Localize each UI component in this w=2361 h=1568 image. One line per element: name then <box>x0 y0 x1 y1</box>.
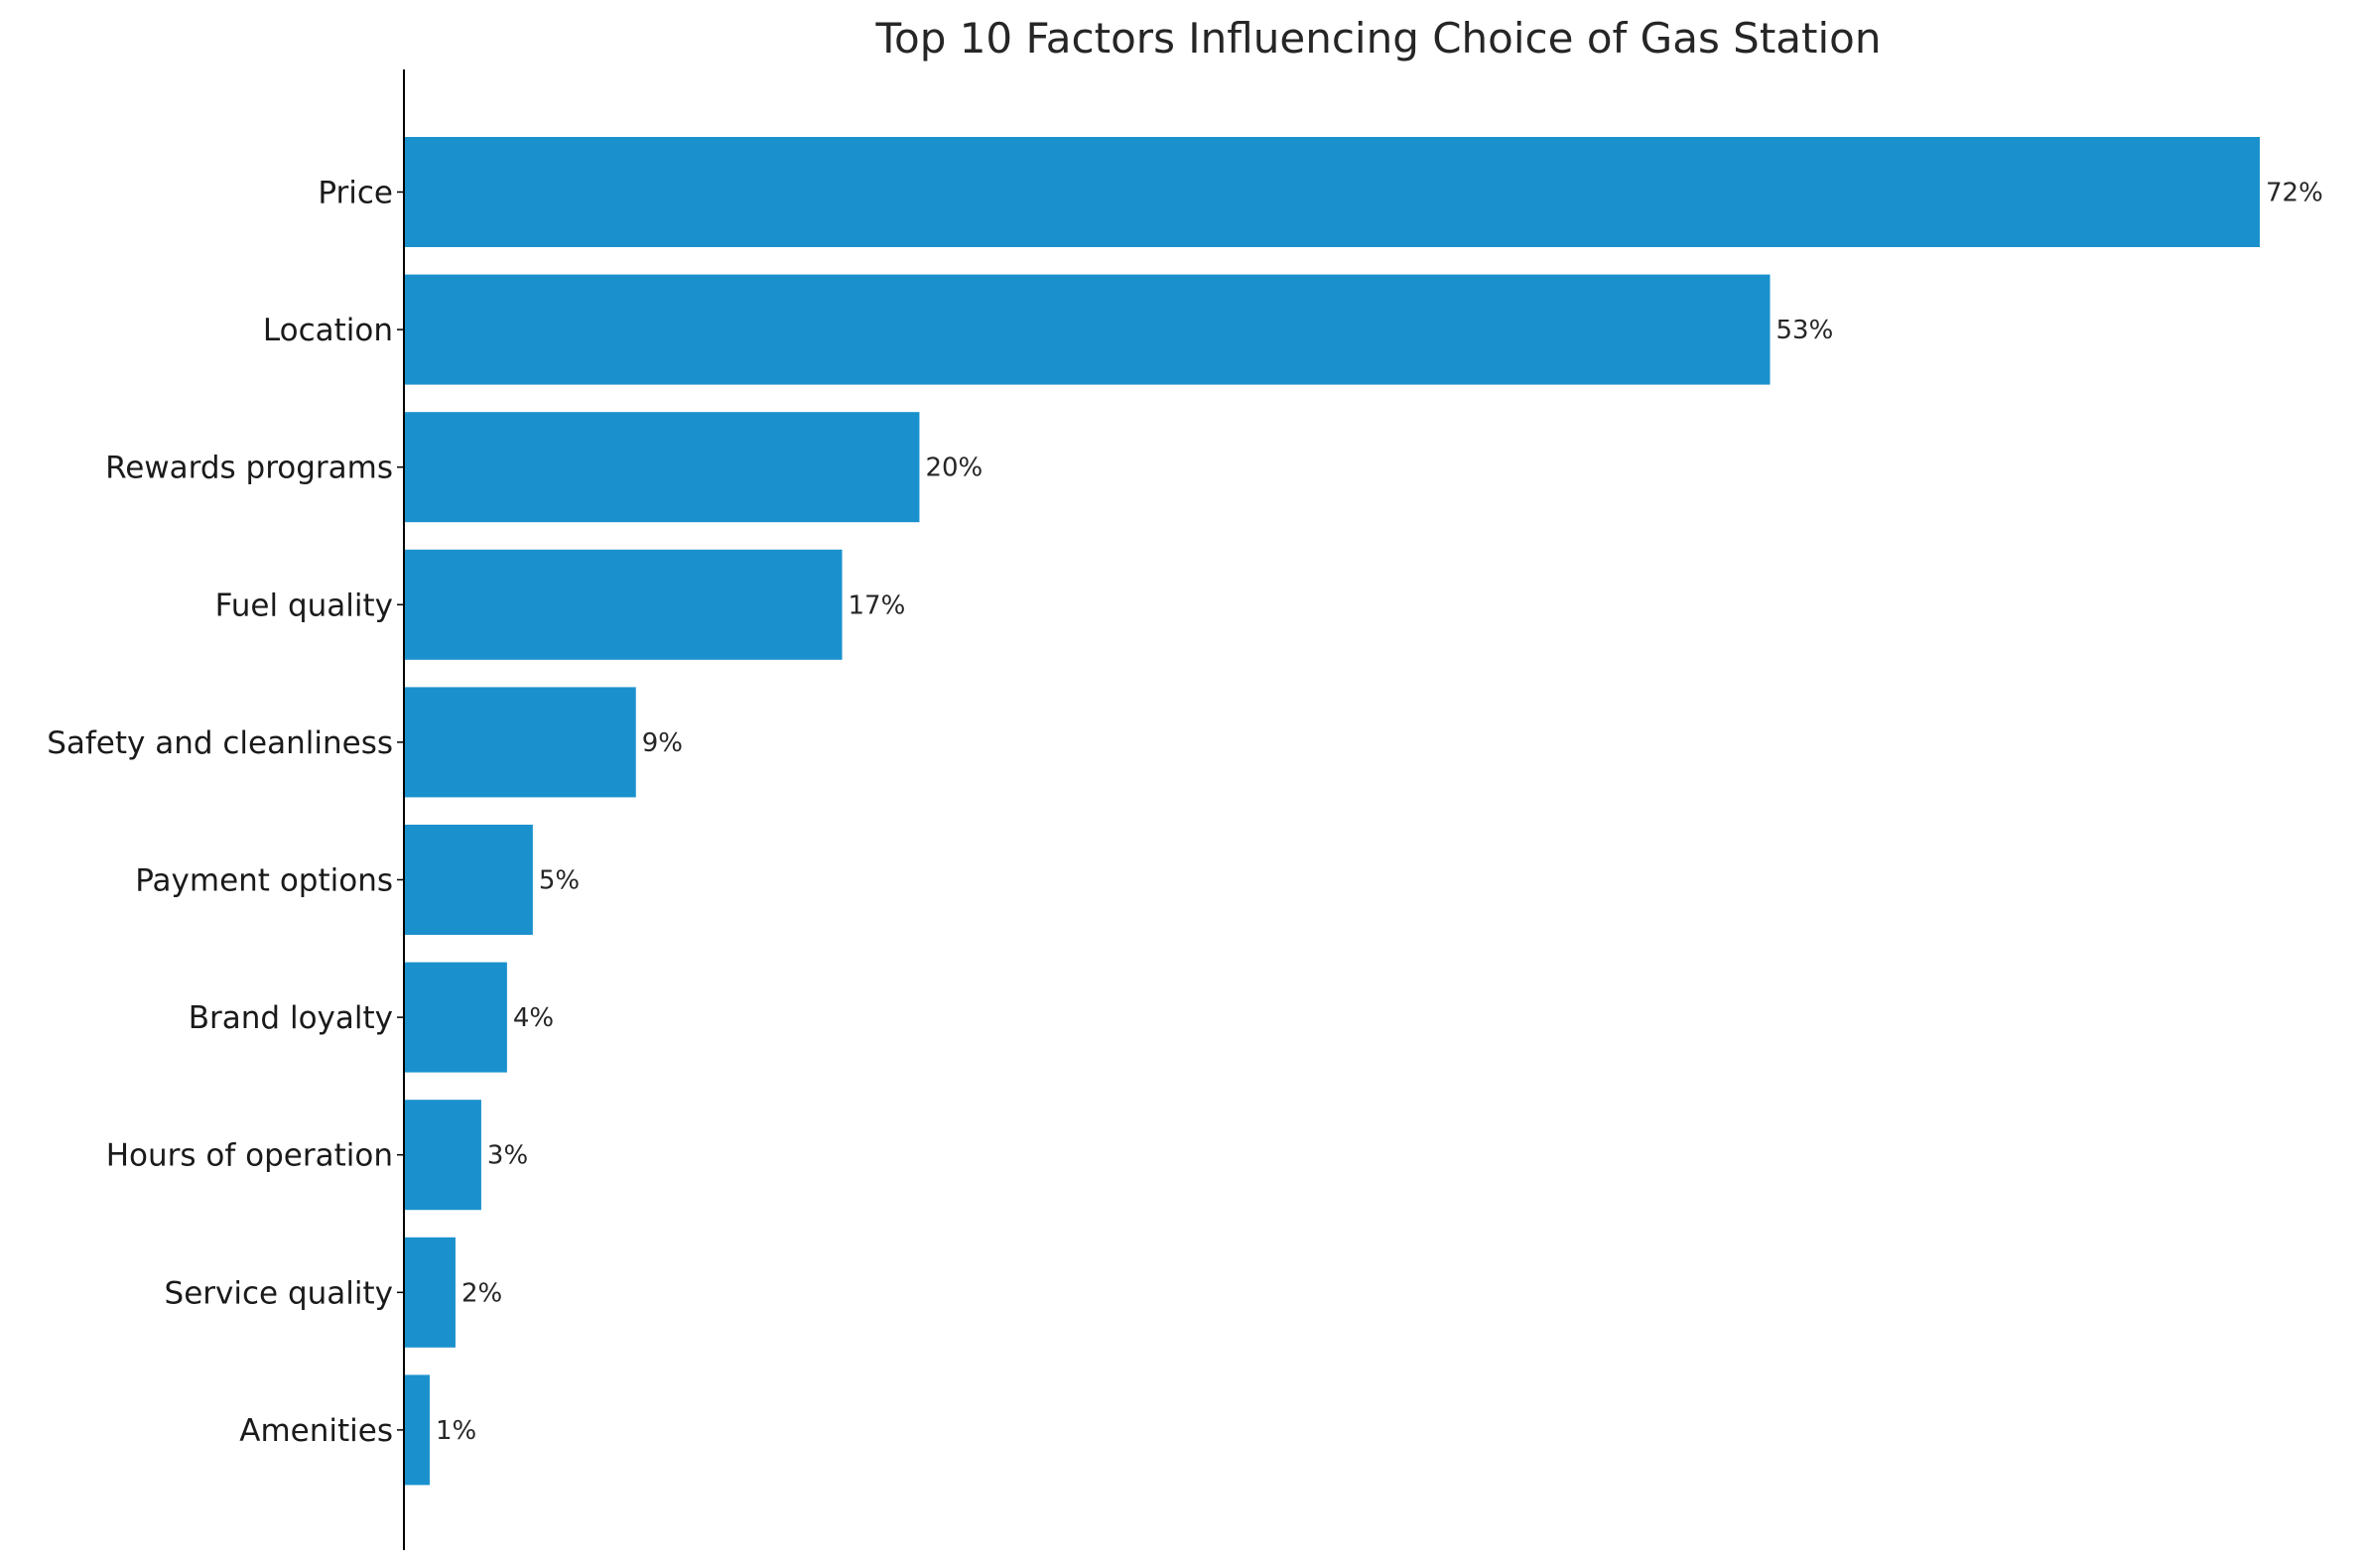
data-label: 17% <box>849 590 906 620</box>
data-label: 53% <box>1776 316 1834 345</box>
bar <box>404 687 636 798</box>
y-tick-label: Service quality <box>165 1275 393 1311</box>
data-label: 3% <box>487 1141 528 1171</box>
y-tick-label: Hours of operation <box>106 1138 393 1174</box>
data-label: 72% <box>2266 179 2323 208</box>
data-label: 9% <box>642 728 683 758</box>
bar <box>404 274 1771 385</box>
data-label: 20% <box>925 454 983 483</box>
y-tick-label: Amenities <box>239 1413 393 1449</box>
y-tick-label: Payment options <box>135 863 393 899</box>
bar <box>404 137 2260 247</box>
chart-title: Top 10 Factors Influencing Choice of Gas… <box>874 14 1881 63</box>
bar <box>404 1100 481 1211</box>
bar <box>404 1237 456 1348</box>
y-tick-label: Brand loyalty <box>189 1000 393 1036</box>
y-tick-label: Location <box>263 313 393 348</box>
data-label: 2% <box>461 1278 502 1308</box>
data-label: 4% <box>513 1003 554 1033</box>
bar <box>404 412 920 523</box>
bar <box>404 549 843 660</box>
bar <box>404 962 507 1073</box>
y-tick-label: Price <box>318 176 393 211</box>
y-tick-label: Safety and cleanliness <box>47 725 393 761</box>
y-tick-label: Fuel quality <box>215 588 393 623</box>
bar <box>404 1374 430 1486</box>
bar <box>404 825 533 935</box>
y-tick-label: Rewards programs <box>105 451 393 486</box>
data-label: 1% <box>436 1416 476 1446</box>
data-label: 5% <box>539 866 580 896</box>
